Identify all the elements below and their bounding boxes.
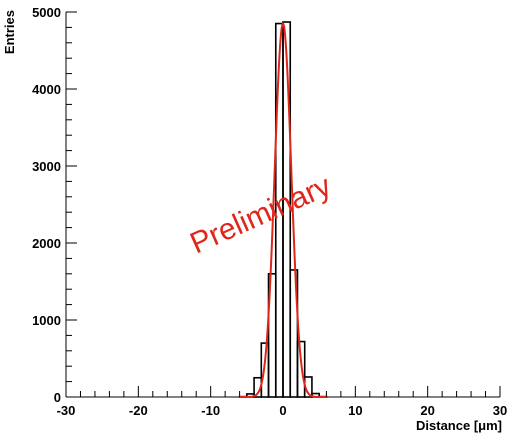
histogram-series	[238, 21, 328, 398]
y-tick-label: 4000	[32, 82, 61, 97]
y-tick-label: 5000	[32, 5, 61, 20]
x-tick-label: -10	[201, 403, 220, 418]
x-tick-label: -30	[57, 403, 76, 418]
preliminary-annotation: Preliminary	[185, 169, 335, 260]
x-tick-label: 20	[420, 403, 434, 418]
x-tick-label: 0	[279, 403, 286, 418]
histogram-bin	[282, 21, 292, 398]
y-axis-title: Entries	[2, 10, 17, 54]
histogram-bin	[289, 269, 299, 398]
y-tick-label: 3000	[32, 159, 61, 174]
y-tick-label: 1000	[32, 313, 61, 328]
fit-curve	[239, 22, 327, 398]
y-tick-label: 0	[54, 390, 61, 405]
x-axis-title: Distance [μm]	[416, 418, 502, 433]
y-tick-label: 2000	[32, 236, 61, 251]
x-tick-label: 10	[348, 403, 362, 418]
gaussian-fit-series	[239, 22, 327, 398]
x-tick-label: 30	[493, 403, 507, 418]
histogram-bin	[296, 340, 306, 398]
x-tick-label: -20	[129, 403, 148, 418]
